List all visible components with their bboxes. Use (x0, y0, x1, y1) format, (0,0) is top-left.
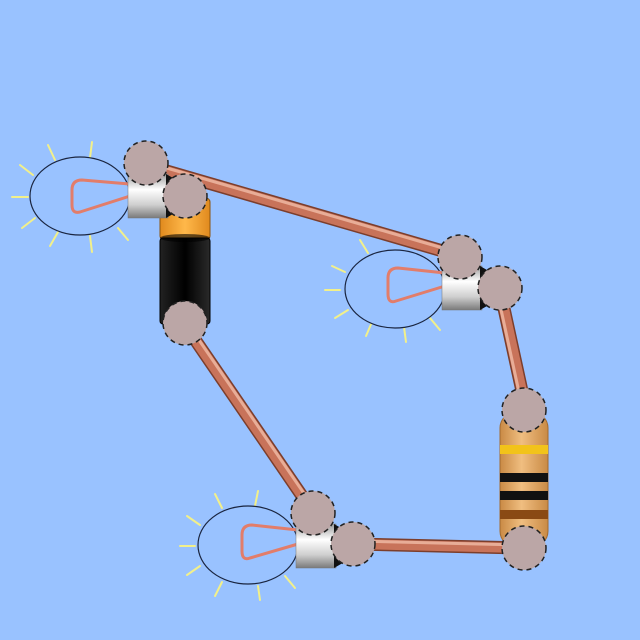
junction-bulb-bottom-base[interactable] (331, 522, 375, 566)
junction-bulb-bottom-tip[interactable] (291, 491, 335, 535)
resistor-band-black-2 (500, 491, 548, 500)
resistor-band-brown (500, 510, 548, 519)
junction-resistor-bottom[interactable] (502, 526, 546, 570)
junction-bulb-top-left-tip[interactable] (124, 141, 168, 185)
junction-bulb-middle-right-tip[interactable] (438, 235, 482, 279)
junction-resistor-top[interactable] (502, 388, 546, 432)
junction-battery-top[interactable] (163, 174, 207, 218)
wire-bottom-bulb-to-battery[interactable] (185, 324, 316, 512)
junction-battery-bottom[interactable] (163, 301, 207, 345)
resistor-band-black-1 (500, 473, 548, 482)
resistor-band-yellow (500, 445, 548, 454)
junction-bulb-middle-right-base[interactable] (478, 266, 522, 310)
wire-resistor-to-bottom-bulb[interactable] (355, 541, 522, 548)
